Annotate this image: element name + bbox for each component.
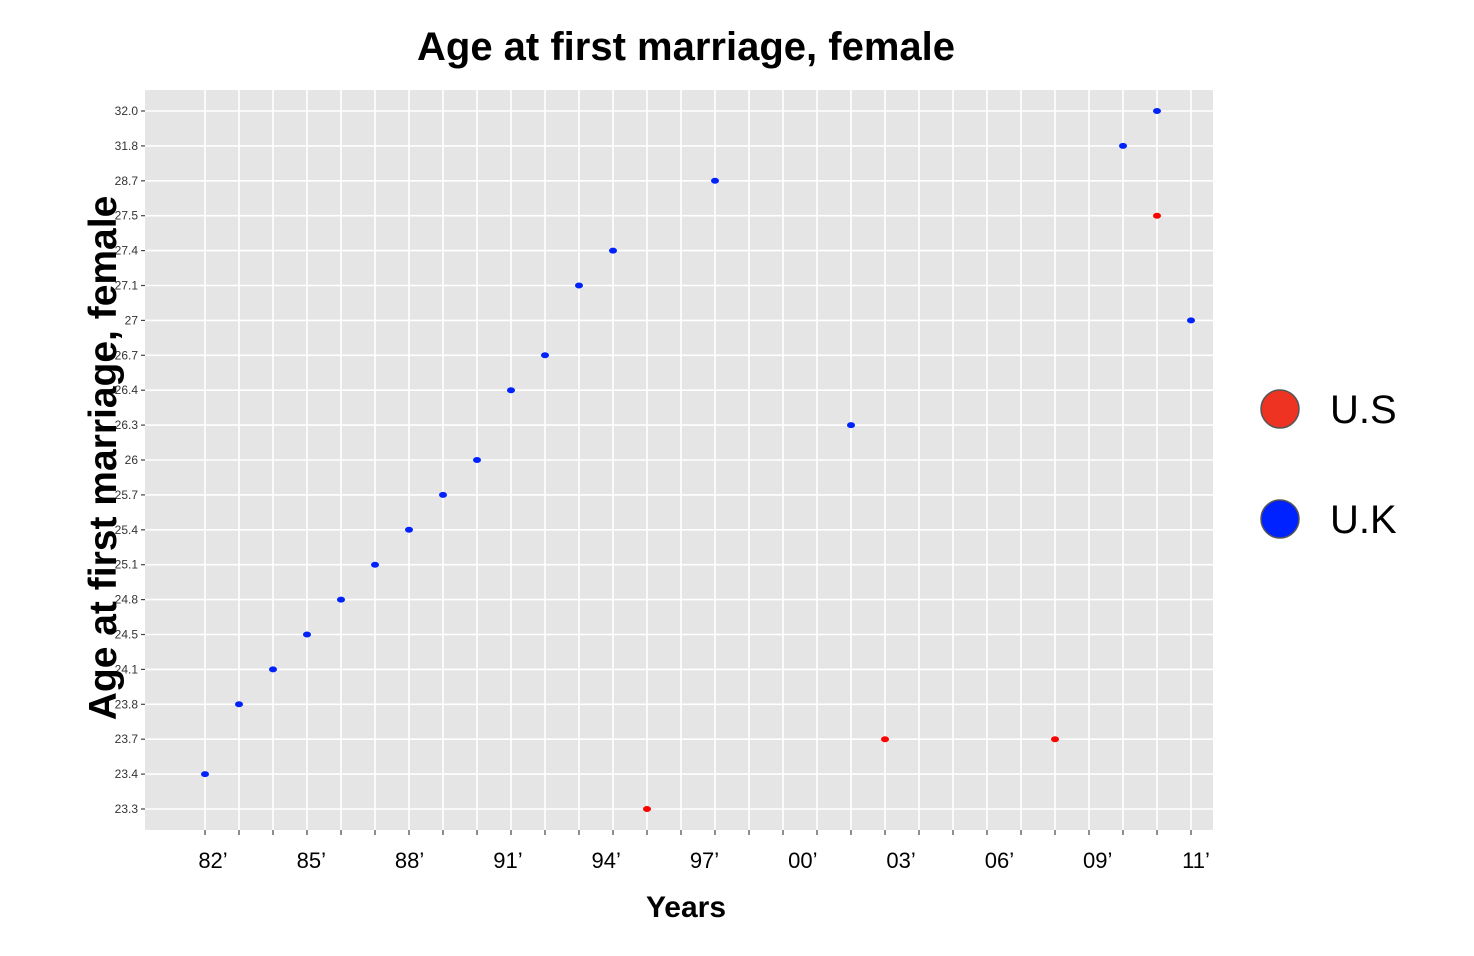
- x-tick-label: 09’: [1083, 848, 1112, 873]
- y-tick-label: 27.1: [115, 279, 139, 293]
- data-point-uk: [711, 177, 719, 184]
- y-tick-label: 24.5: [115, 628, 139, 642]
- y-tick-label: 25.7: [115, 488, 139, 502]
- data-point-uk: [235, 701, 243, 708]
- y-tick-label: 26.3: [115, 418, 139, 432]
- y-tick-label: 23.8: [115, 697, 139, 711]
- y-tick-label: 24.1: [115, 662, 139, 676]
- x-axis-ticks: 82’ 85’ 88’ 91’ 94’ 97’ 00’ 03’ 06’ 09’ 11’: [198, 830, 1210, 873]
- data-point-uk: [473, 457, 481, 463]
- y-tick-label: 26.7: [115, 348, 139, 362]
- data-point-uk: [847, 422, 855, 429]
- x-tick-label: 11’: [1182, 848, 1210, 873]
- y-tick-label: 27: [125, 313, 139, 327]
- data-point-uk: [1187, 317, 1195, 324]
- data-point-uk: [303, 631, 311, 638]
- x-tick-label: 85’: [297, 848, 326, 873]
- x-tick-label: 97’: [690, 848, 719, 873]
- data-point-us: [1051, 736, 1059, 743]
- data-point-uk: [337, 596, 345, 603]
- data-point-uk: [201, 771, 209, 778]
- chart-title: Age at first marriage, female: [417, 25, 955, 69]
- data-point-uk: [507, 387, 515, 394]
- data-points: [201, 108, 1195, 812]
- y-tick-label: 24.8: [115, 593, 139, 607]
- y-tick-label: 26: [125, 453, 139, 467]
- data-point-uk: [269, 666, 277, 673]
- x-axis-title: Years: [646, 891, 726, 924]
- legend: U.S U.K: [1260, 388, 1397, 542]
- y-axis-title: Age at first marriage, female: [82, 196, 125, 721]
- y-tick-label: 31.8: [115, 139, 139, 153]
- data-point-uk: [541, 352, 549, 359]
- y-tick-label: 26.4: [115, 383, 139, 397]
- y-tick-label: 28.7: [115, 174, 139, 188]
- y-tick-label: 23.4: [115, 767, 139, 781]
- data-point-uk: [1119, 142, 1127, 149]
- x-tick-label: 94’: [592, 848, 621, 873]
- legend-swatch: [1260, 389, 1300, 429]
- y-tick-label: 27.4: [115, 244, 139, 258]
- y-tick-label: 23.7: [115, 732, 139, 746]
- data-point-us: [1153, 212, 1161, 219]
- legend-label: U.K: [1330, 498, 1397, 542]
- data-point-uk: [609, 247, 617, 254]
- data-point-uk: [439, 491, 447, 498]
- x-tick-label: 82’: [198, 848, 227, 873]
- data-point-uk: [1153, 108, 1161, 114]
- x-tick-label: 88’: [395, 848, 424, 873]
- data-point-us: [643, 806, 651, 812]
- x-tick-label: 06’: [985, 848, 1014, 873]
- grid-lines: [145, 90, 1213, 830]
- y-tick-label: 27.5: [115, 209, 139, 223]
- y-tick-label: 32.0: [115, 104, 139, 118]
- data-point-uk: [575, 282, 583, 289]
- y-tick-label: 25.4: [115, 523, 139, 537]
- data-point-us: [881, 736, 889, 743]
- y-tick-label: 23.3: [115, 802, 139, 816]
- y-axis: 23.3 23.4 23.7 23.8 24.1 24.5 24.8 25.1 25.4 25.7…: [115, 104, 145, 816]
- x-tick-label: 03’: [886, 848, 915, 873]
- legend-label: U.S: [1330, 388, 1397, 432]
- legend-swatch: [1260, 499, 1300, 539]
- data-point-uk: [371, 561, 379, 568]
- x-tick-label: 00’: [788, 848, 817, 873]
- x-tick-label: 91’: [493, 848, 522, 873]
- data-point-uk: [405, 526, 413, 533]
- y-tick-label: 25.1: [115, 558, 139, 572]
